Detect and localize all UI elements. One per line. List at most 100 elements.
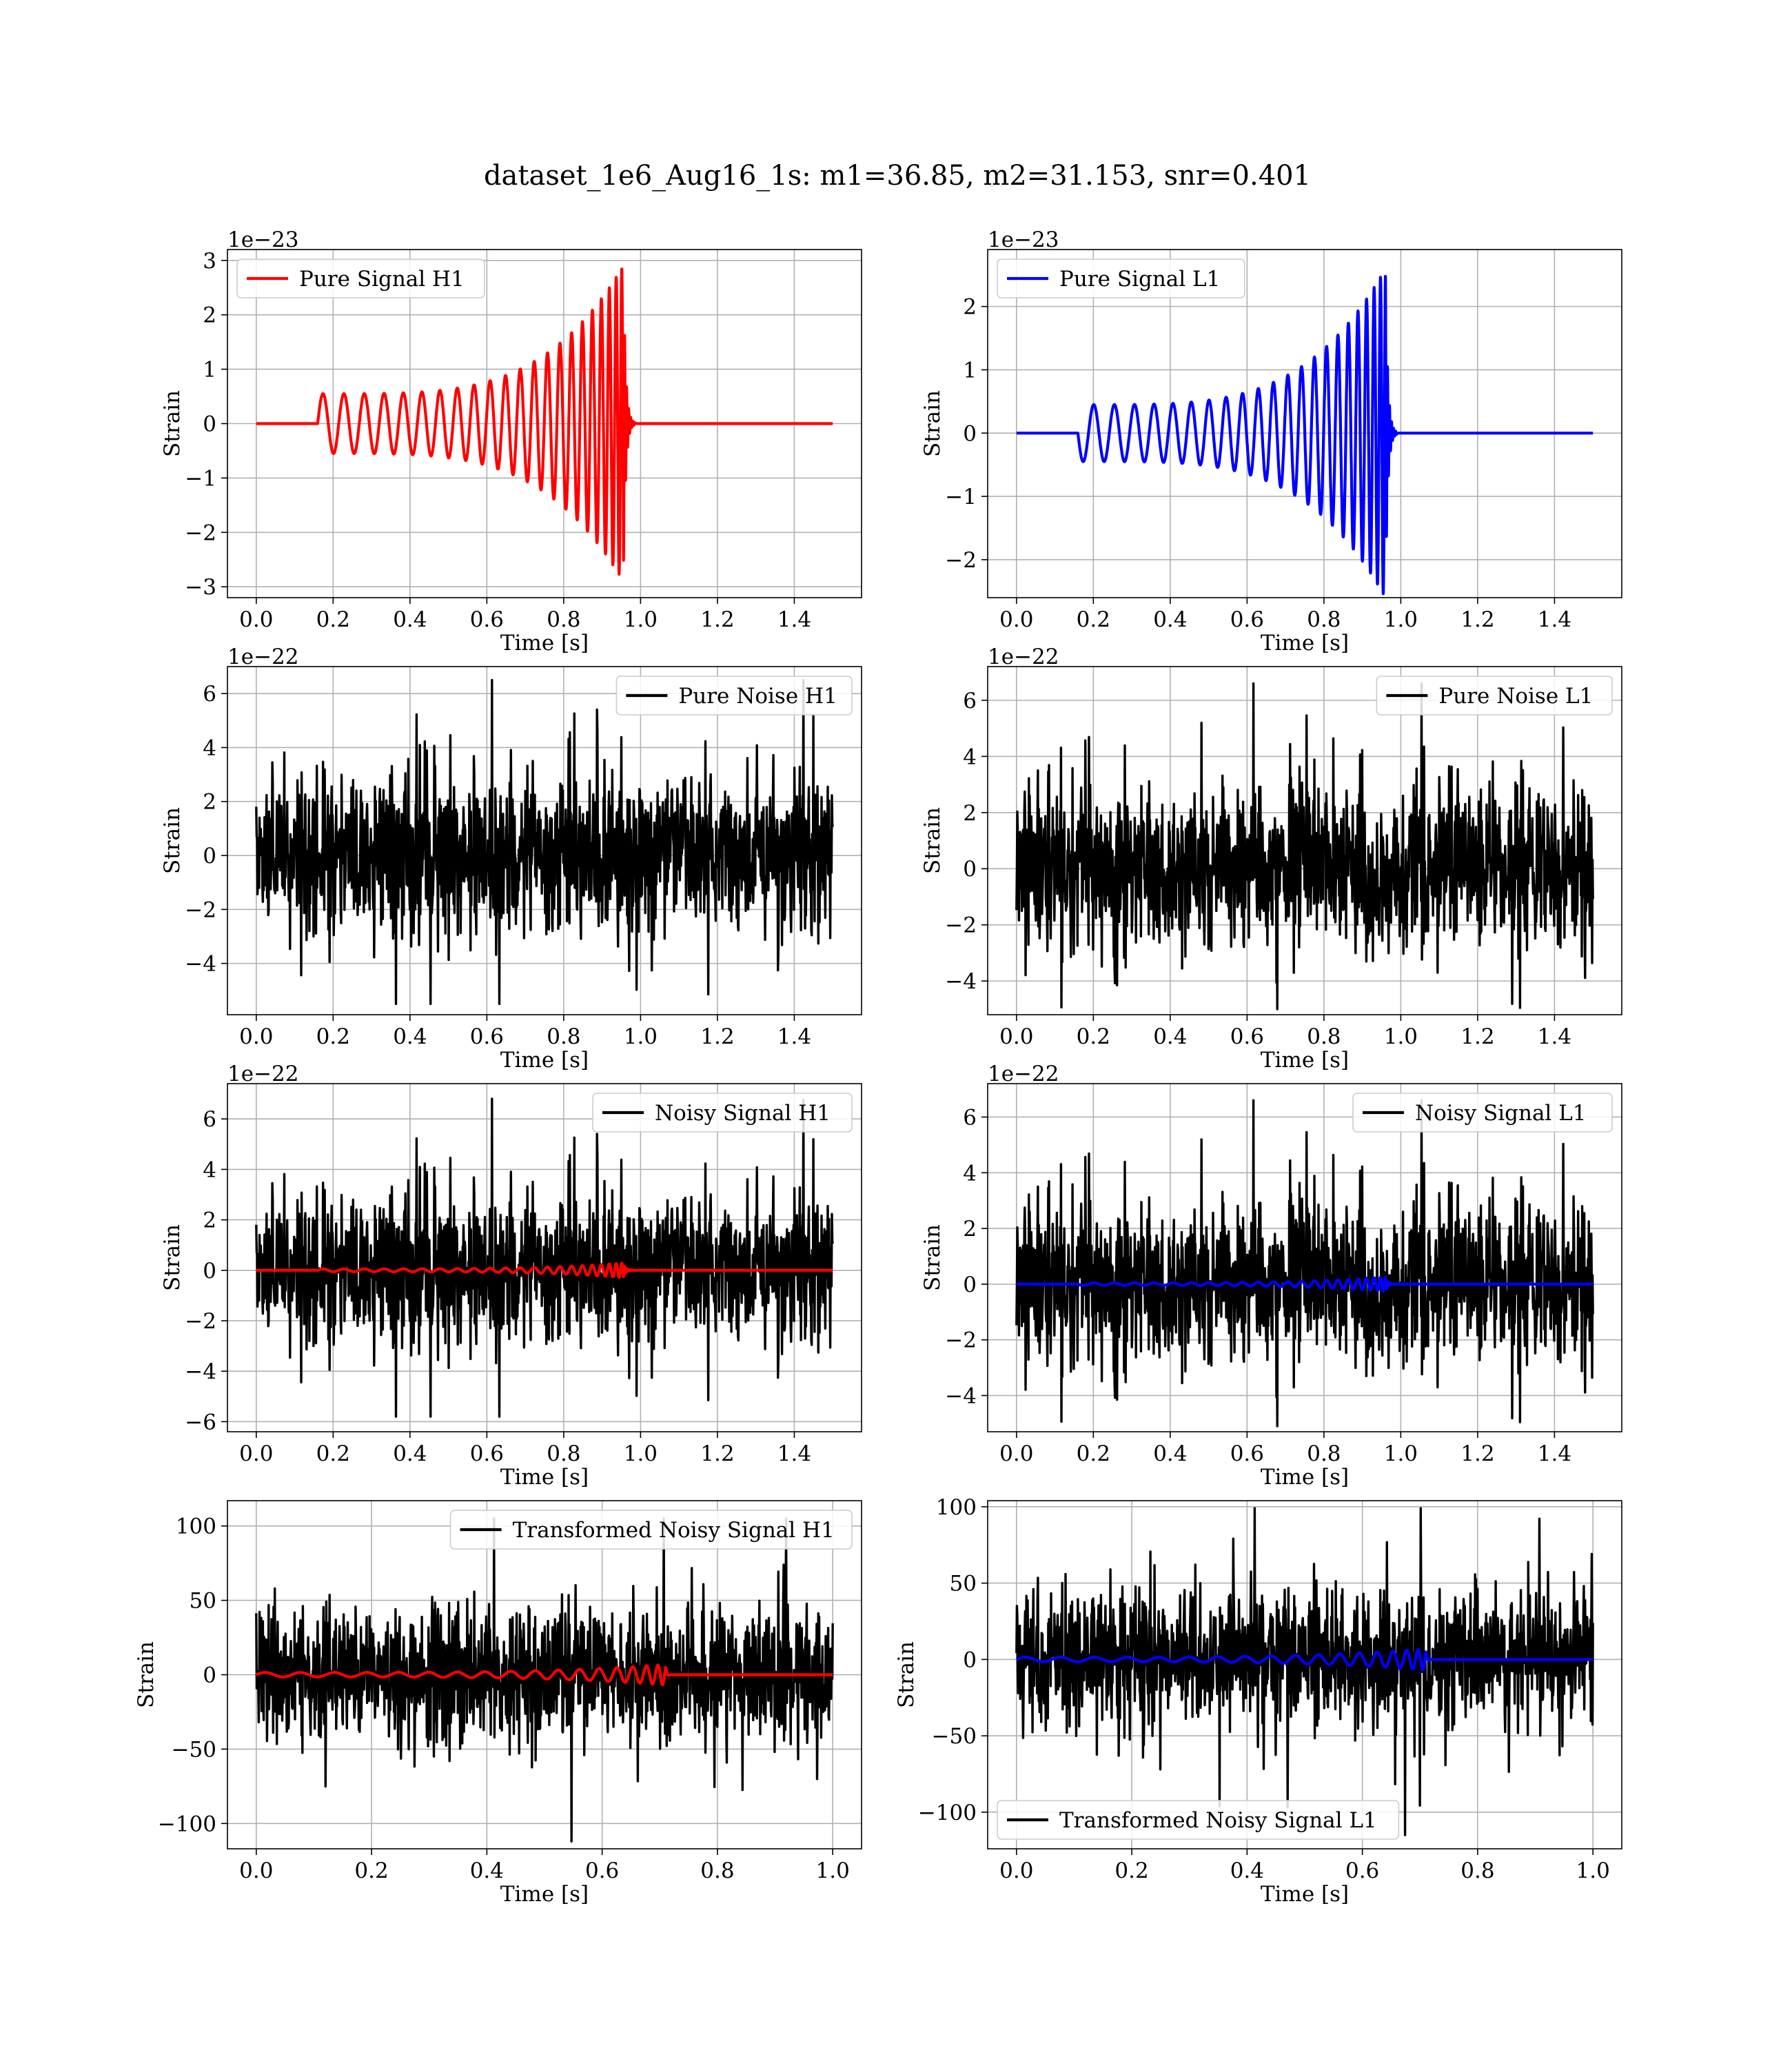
y-tick-label: −100 bbox=[918, 1801, 977, 1825]
y-tick-label: −50 bbox=[932, 1724, 977, 1749]
y-tick-label: 2 bbox=[963, 295, 977, 320]
y-axis-label: Strain bbox=[920, 807, 945, 874]
series-line-1 bbox=[255, 1517, 834, 1843]
legend-label: Noisy Signal H1 bbox=[655, 1101, 831, 1126]
y-tick-label: 0 bbox=[203, 1259, 216, 1284]
x-tick-label: 1.0 bbox=[624, 1441, 658, 1466]
series-line-2 bbox=[254, 1261, 835, 1279]
y-tick-label: −1 bbox=[185, 466, 216, 491]
x-tick-label: 1.2 bbox=[1460, 607, 1494, 632]
x-tick-label: 1.0 bbox=[624, 607, 658, 632]
x-tick-label: 0.8 bbox=[1307, 1441, 1341, 1466]
y-tick-label: −4 bbox=[185, 1359, 216, 1384]
series-group bbox=[1015, 274, 1595, 596]
x-tick-label: 1.0 bbox=[1384, 607, 1418, 632]
x-tick-label: 0.4 bbox=[1153, 1441, 1187, 1466]
y-tick-label: −4 bbox=[945, 1383, 977, 1408]
y-tick-label: 2 bbox=[203, 1208, 216, 1233]
y-tick-label: 1 bbox=[203, 358, 216, 383]
y-tick-label: 3 bbox=[203, 249, 216, 274]
y-axis-label: Strain bbox=[134, 1641, 159, 1708]
x-tick-label: 0.2 bbox=[1077, 1441, 1110, 1466]
x-axis-label: Time [s] bbox=[500, 1465, 589, 1490]
y-tick-label: 0 bbox=[963, 1648, 977, 1672]
y-axis-label: Strain bbox=[160, 807, 185, 874]
axes-frame bbox=[987, 1500, 1622, 1849]
y-tick-label: 6 bbox=[963, 1105, 977, 1130]
legend: Noisy Signal L1 bbox=[1352, 1093, 1613, 1133]
series-line-2 bbox=[1015, 1648, 1595, 1672]
y-tick-label: −2 bbox=[945, 913, 977, 938]
y-tick-label: −4 bbox=[185, 952, 216, 977]
x-tick-label: 1.4 bbox=[1538, 1441, 1571, 1466]
y-tick-label: −2 bbox=[185, 898, 216, 922]
y-axis-label: Strain bbox=[160, 390, 185, 457]
series-group bbox=[255, 678, 834, 1005]
legend-box bbox=[615, 676, 853, 716]
legend-box bbox=[236, 258, 485, 298]
legend-label: Transformed Noisy Signal H1 bbox=[513, 1518, 835, 1543]
figure-title: dataset_1e6_Aug16_1s: m1=36.85, m2=31.15… bbox=[484, 160, 1311, 192]
subplot-3: 0.0 0.2 0.4 0.6 0.8 1.0 1.2 1.4 −4 −2 0 2 4 6 Time [s]… bbox=[160, 645, 862, 1073]
x-tick-label: 0.2 bbox=[1114, 1858, 1148, 1883]
y-axis-label: Strain bbox=[160, 1224, 185, 1291]
x-tick-label: 0.6 bbox=[470, 1441, 504, 1466]
legend: Noisy Signal H1 bbox=[592, 1093, 853, 1133]
series-group bbox=[1015, 1507, 1595, 1836]
series-group bbox=[1015, 682, 1594, 1011]
y-tick-label: 50 bbox=[190, 1589, 216, 1614]
legend-label: Noisy Signal L1 bbox=[1415, 1101, 1587, 1126]
x-tick-label: 1.2 bbox=[700, 1441, 734, 1466]
legend-label: Pure Noise L1 bbox=[1438, 684, 1593, 709]
y-tick-label: 4 bbox=[963, 1161, 977, 1186]
y-tick-label: −100 bbox=[158, 1812, 216, 1836]
legend: Pure Noise H1 bbox=[615, 676, 853, 716]
x-tick-label: 1.0 bbox=[1576, 1858, 1610, 1883]
x-axis-label: Time [s] bbox=[500, 1048, 589, 1073]
x-axis-label: Time [s] bbox=[1261, 1048, 1349, 1073]
legend-box bbox=[997, 1800, 1400, 1840]
x-tick-label: 0.4 bbox=[393, 1441, 427, 1466]
y-offset-text: 1e−22 bbox=[988, 645, 1059, 669]
y-tick-label: −50 bbox=[172, 1737, 216, 1762]
x-tick-label: 0.2 bbox=[1077, 607, 1110, 632]
axes-frame bbox=[227, 666, 862, 1015]
x-axis-label: Time [s] bbox=[500, 1882, 589, 1907]
y-axis-label: Strain bbox=[920, 1224, 945, 1291]
y-tick-label: −2 bbox=[945, 548, 977, 573]
y-tick-label: 0 bbox=[203, 412, 216, 437]
y-tick-label: 0 bbox=[203, 1663, 216, 1688]
legend: Transformed Noisy Signal L1 bbox=[997, 1800, 1400, 1840]
y-tick-label: −2 bbox=[185, 520, 216, 545]
series-group bbox=[254, 1097, 835, 1418]
series-group bbox=[254, 267, 835, 576]
x-axis-label: Time [s] bbox=[1261, 631, 1349, 656]
y-tick-label: 6 bbox=[203, 1107, 216, 1132]
y-tick-label: 4 bbox=[203, 736, 216, 760]
x-tick-label: 1.0 bbox=[816, 1858, 850, 1883]
legend-box bbox=[1376, 676, 1613, 716]
x-tick-label: 0.0 bbox=[239, 607, 273, 632]
series-group bbox=[254, 1517, 835, 1843]
legend-label: Pure Noise H1 bbox=[678, 684, 837, 709]
y-tick-label: 4 bbox=[963, 744, 977, 769]
legend-box bbox=[592, 1093, 853, 1133]
grid bbox=[227, 250, 862, 598]
axes-frame bbox=[227, 1083, 862, 1432]
y-tick-label: 1 bbox=[963, 358, 977, 383]
x-tick-label: 0.4 bbox=[470, 1858, 504, 1883]
x-tick-label: 1.4 bbox=[1538, 1024, 1571, 1049]
x-tick-label: 0.2 bbox=[1077, 1024, 1110, 1049]
x-tick-label: 0.4 bbox=[393, 1024, 427, 1049]
y-tick-label: 2 bbox=[203, 303, 216, 328]
legend: Pure Signal L1 bbox=[997, 258, 1245, 298]
x-tick-label: 0.2 bbox=[316, 607, 350, 632]
x-tick-label: 0.8 bbox=[1460, 1858, 1494, 1883]
legend: Transformed Noisy Signal H1 bbox=[449, 1510, 853, 1550]
subplot-8: 0.0 0.2 0.4 0.6 0.8 1.0 −100 −50 0 50 100 Time [s] S… bbox=[894, 1495, 1622, 1907]
x-tick-label: 0.6 bbox=[585, 1858, 619, 1883]
axes-frame bbox=[987, 249, 1622, 598]
x-tick-label: 0.8 bbox=[1307, 1024, 1341, 1049]
x-tick-label: 1.4 bbox=[777, 607, 811, 632]
